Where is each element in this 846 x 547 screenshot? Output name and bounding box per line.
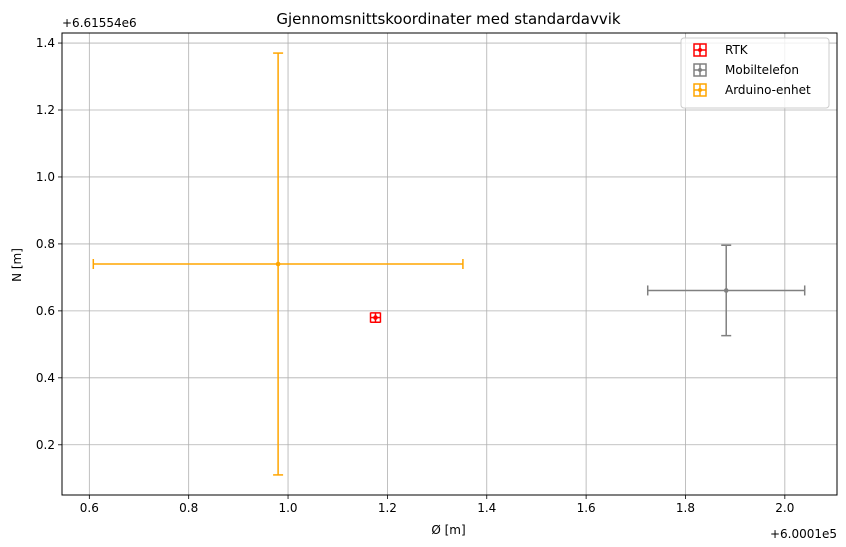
data-point bbox=[373, 315, 378, 320]
x-tick-label: 1.4 bbox=[477, 501, 496, 515]
x-axis-label: Ø [m] bbox=[431, 523, 465, 537]
legend-marker-dot bbox=[698, 68, 702, 72]
legend-marker-dot bbox=[698, 88, 702, 92]
legend-label: Arduino-enhet bbox=[725, 83, 811, 97]
y-tick-label: 1.4 bbox=[36, 36, 55, 50]
series-mobiltelefon bbox=[646, 244, 806, 337]
y-tick-label: 0.2 bbox=[36, 438, 55, 452]
x-tick-label: 1.6 bbox=[577, 501, 596, 515]
legend-label: RTK bbox=[725, 43, 749, 57]
series-rtk bbox=[369, 312, 382, 324]
legend-entry: Arduino-enhet bbox=[693, 83, 811, 97]
x-tick-label: 1.8 bbox=[676, 501, 695, 515]
legend-frame bbox=[680, 37, 830, 109]
y-tick-label: 0.4 bbox=[36, 371, 55, 385]
x-tick-label: 1.0 bbox=[278, 501, 297, 515]
chart-title: Gjennomsnittskoordinater med standardavv… bbox=[276, 10, 621, 28]
series-arduino-enhet bbox=[92, 52, 464, 476]
legend-label: Mobiltelefon bbox=[725, 63, 799, 77]
legend-entry: RTK bbox=[693, 43, 749, 57]
legend-entry: Mobiltelefon bbox=[693, 63, 799, 77]
grid bbox=[62, 33, 837, 495]
legend: RTK Mobiltelefon Arduino-enhet bbox=[680, 37, 830, 109]
y-axis-label: N [m] bbox=[10, 248, 24, 282]
y-tick-label: 0.8 bbox=[36, 237, 55, 251]
y-tick-label: 0.6 bbox=[36, 304, 55, 318]
y-tick-label: 1.2 bbox=[36, 103, 55, 117]
plot-frame bbox=[61, 32, 838, 496]
x-tick-label: 2.0 bbox=[775, 501, 794, 515]
axis-ticks: 0.6 0.8 1.0 1.2 1.4 1.6 1.8 2.0 0.2 0.4 0.6 0.8 1.0 1… bbox=[36, 36, 794, 515]
y-tick-label: 1.0 bbox=[36, 170, 55, 184]
data-point bbox=[275, 261, 281, 267]
x-tick-label: 1.2 bbox=[378, 501, 397, 515]
legend-marker-dot bbox=[698, 48, 702, 52]
x-tick-label: 0.8 bbox=[179, 501, 198, 515]
y-offset-label: +6.61554e6 bbox=[62, 16, 137, 30]
x-tick-label: 0.6 bbox=[80, 501, 99, 515]
data-point bbox=[723, 288, 729, 293]
plot-data bbox=[92, 52, 806, 476]
x-offset-label: +6.0001e5 bbox=[770, 527, 837, 541]
